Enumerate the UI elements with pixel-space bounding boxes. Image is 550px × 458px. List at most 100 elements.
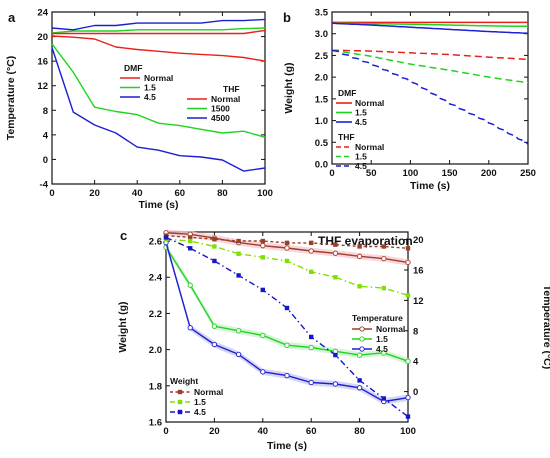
y-tick-label: 24 xyxy=(37,8,48,19)
data-point xyxy=(236,251,241,256)
data-point xyxy=(260,332,266,339)
data-point xyxy=(332,381,339,387)
legend-title: THF xyxy=(223,84,240,94)
panel-label: c xyxy=(120,228,127,243)
legend-entry: 1.5 xyxy=(194,397,206,407)
panel-label: a xyxy=(8,10,16,25)
x-tick-label: 60 xyxy=(175,188,186,199)
y-tick-label: 3.5 xyxy=(315,8,329,19)
x-axis-label: Time (s) xyxy=(410,180,450,192)
x-tick-label: 20 xyxy=(209,426,220,437)
legend-entry: Normal xyxy=(355,142,384,152)
x-tick-label: 100 xyxy=(257,188,273,199)
legend-entry: 1.5 xyxy=(355,108,367,118)
y-tick-label: 1.8 xyxy=(149,381,162,392)
data-point xyxy=(332,250,339,256)
y-tick-label: 0.5 xyxy=(315,138,329,149)
y-tick-label: 1.5 xyxy=(315,94,329,105)
x-axis-label: Time (s) xyxy=(138,199,178,211)
y-tick-label: 2.2 xyxy=(149,309,162,320)
x-tick-label: 80 xyxy=(354,426,365,437)
panel-label: b xyxy=(283,10,291,25)
x-axis-label: Time (s) xyxy=(267,440,307,452)
data-point xyxy=(356,352,363,358)
x-tick-label: 40 xyxy=(258,426,269,437)
x-tick-label: 100 xyxy=(402,168,418,179)
data-point xyxy=(308,248,314,254)
series-line-thf-5 xyxy=(331,49,529,145)
y-tick-label: 2.0 xyxy=(149,345,162,356)
series-line-dmf-1 xyxy=(51,27,266,34)
data-point xyxy=(211,323,218,329)
data-point xyxy=(284,342,290,348)
plot-frame xyxy=(165,231,409,423)
legend-entry: 1.5 xyxy=(376,334,388,344)
data-point xyxy=(357,378,362,383)
data-point xyxy=(187,282,193,288)
legend-marker xyxy=(359,336,365,342)
x-tick-label: 0 xyxy=(329,168,334,179)
legend-marker xyxy=(177,399,183,405)
data-point xyxy=(212,258,217,264)
data-point xyxy=(405,293,411,298)
data-point xyxy=(405,259,411,266)
data-point xyxy=(163,235,169,240)
legend-entry: 4.5 xyxy=(376,344,388,354)
data-point xyxy=(236,238,241,244)
legend-entry: 4.5 xyxy=(144,92,156,102)
data-point xyxy=(260,255,265,260)
data-point xyxy=(260,243,266,249)
legend-title: Weight xyxy=(170,376,198,386)
legend-marker xyxy=(177,389,183,395)
data-point xyxy=(211,341,218,348)
x-tick-label: 40 xyxy=(132,188,143,199)
data-point xyxy=(405,414,411,419)
data-point xyxy=(236,273,241,278)
y2-tick-label: 20 xyxy=(413,235,424,246)
x-tick-label: 0 xyxy=(49,188,54,199)
legend-entry: 1.5 xyxy=(144,83,156,93)
y-tick-label: 1.0 xyxy=(315,116,328,127)
data-point xyxy=(333,352,338,358)
data-point xyxy=(260,238,265,244)
data-point xyxy=(284,258,290,264)
data-point xyxy=(284,305,290,311)
legend-title: Temperature xyxy=(352,313,403,323)
data-point xyxy=(381,350,387,356)
x-tick-label: 20 xyxy=(89,188,100,199)
data-point xyxy=(188,238,193,244)
data-point xyxy=(308,344,314,351)
legend-title: DMF xyxy=(124,63,142,73)
legend-entry: 4.5 xyxy=(355,161,367,171)
data-point xyxy=(381,255,387,262)
y2-tick-label: 16 xyxy=(413,266,424,277)
plot-frame xyxy=(51,11,266,185)
x-tick-label: 80 xyxy=(217,188,228,199)
data-point xyxy=(260,369,266,375)
legend-entry: Normal xyxy=(194,387,223,397)
legend-title: DMF xyxy=(338,88,356,98)
data-point xyxy=(212,244,217,249)
data-point xyxy=(357,244,362,249)
legend-entry: Normal xyxy=(376,324,405,334)
data-point xyxy=(284,240,290,246)
y-tick-label: 12 xyxy=(37,81,48,92)
series-line-dmf-2 xyxy=(331,22,529,35)
plot-frame xyxy=(331,11,529,165)
y-axis-label: Weight (g) xyxy=(117,301,129,352)
legend-marker xyxy=(359,326,365,332)
y-tick-label: 16 xyxy=(37,57,48,68)
data-point xyxy=(284,245,290,251)
legend-title: THF xyxy=(338,132,355,142)
x-tick-label: 0 xyxy=(163,426,168,437)
y2-tick-label: 12 xyxy=(413,296,424,307)
y-tick-label: 3.0 xyxy=(315,29,328,40)
legend-entry: 4.5 xyxy=(194,407,206,417)
data-point xyxy=(405,246,411,251)
series-line-thf-5 xyxy=(51,47,266,172)
y-axis-label: Weight (g) xyxy=(283,62,295,113)
data-point xyxy=(333,242,338,247)
chart-title: THF evaporation xyxy=(318,234,413,248)
